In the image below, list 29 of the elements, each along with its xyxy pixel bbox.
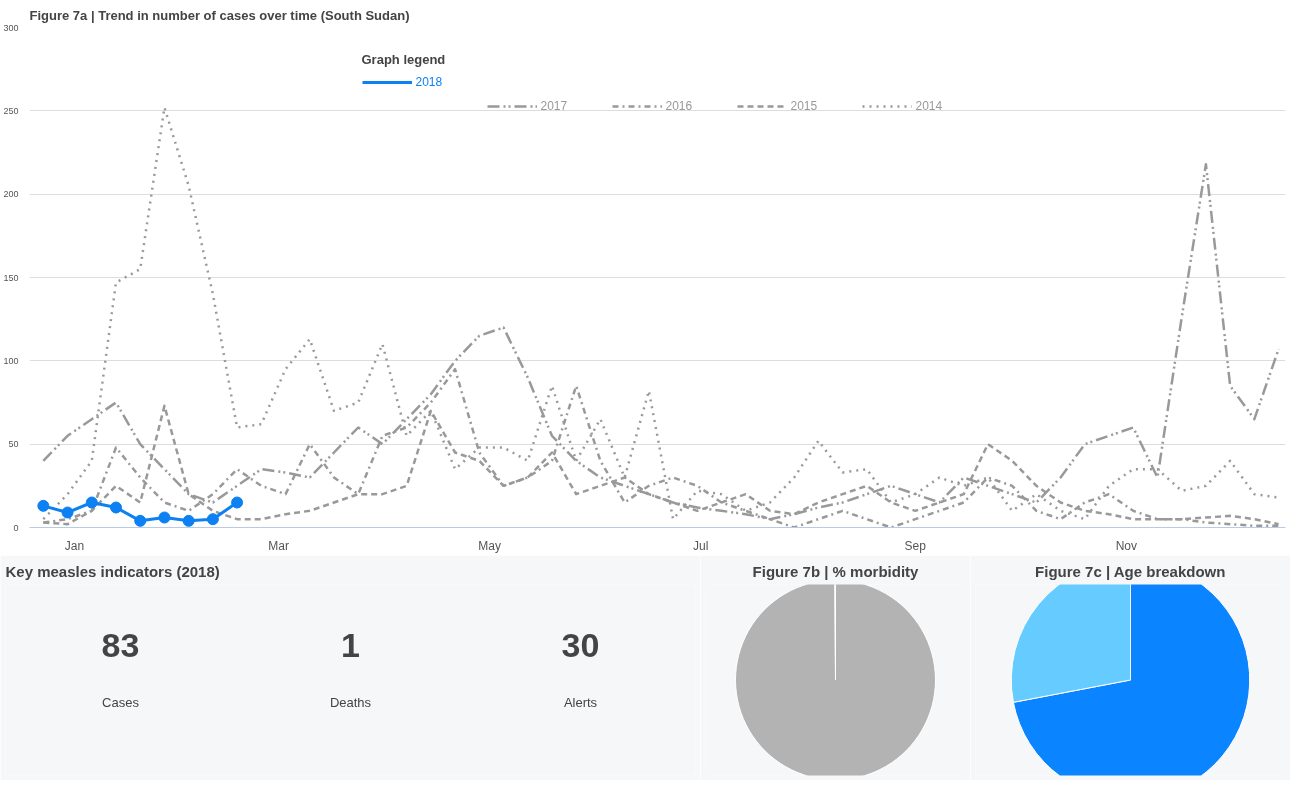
x-tick-label: Nov: [1115, 538, 1138, 553]
text: Cases: [102, 695, 140, 711]
legend-label: 2015: [790, 99, 818, 113]
y-tick-label: 100: [3, 355, 19, 366]
legend-label: 2017: [540, 99, 568, 113]
x-tick-label: Jul: [693, 538, 709, 553]
text: 1: [341, 626, 360, 665]
y-tick-label: 300: [3, 22, 19, 33]
x-tick-label: Jan: [64, 538, 85, 553]
legend-label: 2018: [415, 75, 443, 89]
text: 83: [101, 626, 140, 665]
legend-label: 2016: [665, 99, 693, 113]
text: Key measles indicators (2018): [5, 562, 220, 580]
y-tick-label: 250: [3, 105, 19, 116]
text: 30: [561, 626, 600, 665]
x-tick-label: May: [478, 538, 502, 553]
text: Deaths: [329, 695, 372, 711]
chart-title: Figure 7a | Trend in number of cases over time (South Sudan): [29, 7, 410, 23]
legend-title: Graph legend: [361, 52, 446, 67]
legend-label: 2014: [915, 99, 943, 113]
x-tick-label: Mar: [268, 538, 289, 553]
chart-title: Figure 7b | % morbidity: [752, 562, 920, 580]
y-tick-label: 0: [13, 522, 19, 533]
chart-title: Figure 7c | Age breakdown: [1035, 562, 1226, 580]
text: Alerts: [563, 695, 598, 711]
y-tick-label: 150: [3, 272, 19, 283]
x-tick-label: Sep: [904, 538, 927, 553]
y-tick-label: 200: [3, 189, 19, 200]
y-tick-label: 50: [8, 439, 19, 450]
